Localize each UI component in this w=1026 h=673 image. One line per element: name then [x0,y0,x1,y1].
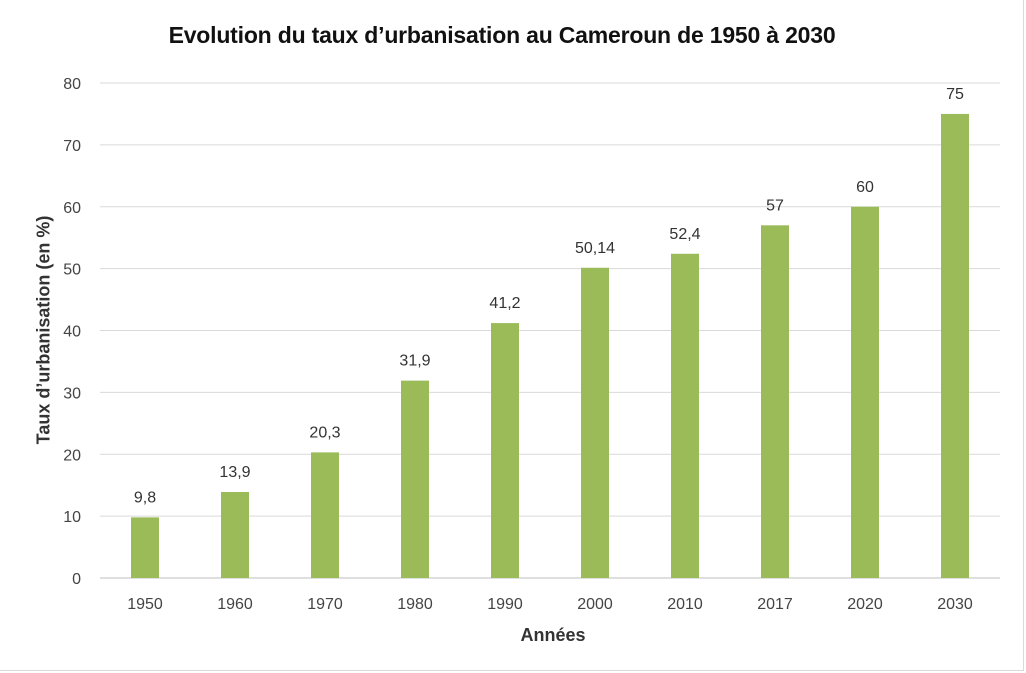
y-tick-label: 0 [72,571,81,588]
bar [401,380,429,578]
x-tick-label: 1980 [397,596,433,613]
bar [941,113,969,578]
data-label: 52,4 [669,226,700,243]
data-label: 60 [856,179,874,196]
bar [131,517,159,578]
y-tick-label: 30 [63,385,81,402]
y-tick-label: 40 [63,324,81,341]
data-label: 13,9 [219,464,250,481]
data-label: 41,2 [489,295,520,312]
chart-title: Evolution du taux d’urbanisation au Came… [168,22,836,48]
data-label: 50,14 [575,240,615,257]
x-tick-label: 1970 [307,596,343,613]
bar [761,225,789,578]
x-tick-label: 2030 [937,596,973,613]
x-tick-label: 2010 [667,596,703,613]
data-label: 20,3 [309,424,340,441]
y-tick-label: 70 [63,138,81,155]
bar [581,267,609,578]
bar [851,206,879,578]
x-tick-label: 1990 [487,596,523,613]
data-label: 57 [766,197,784,214]
data-label: 75 [946,86,964,103]
bar [221,491,249,578]
y-tick-label: 80 [63,76,81,93]
data-label: 9,8 [134,489,156,506]
bar [671,253,699,578]
y-tick-label: 50 [63,262,81,279]
y-tick-label: 20 [63,447,81,464]
x-tick-label: 1950 [127,596,163,613]
x-axis-title: Années [520,625,586,645]
bar [491,323,519,578]
data-label: 31,9 [399,353,430,370]
x-tick-label: 2017 [757,596,793,613]
x-tick-label: 1960 [217,596,253,613]
y-tick-label: 10 [63,509,81,526]
bar [311,452,339,578]
x-tick-label: 2020 [847,596,883,613]
x-tick-label: 2000 [577,596,613,613]
y-tick-label: 60 [63,200,81,217]
